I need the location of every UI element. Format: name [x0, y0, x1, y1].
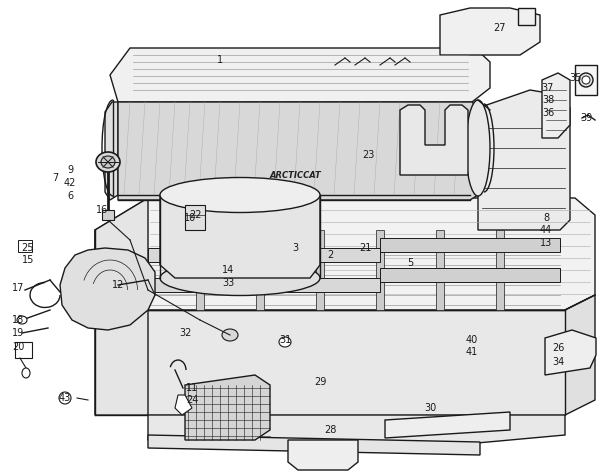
Polygon shape	[376, 230, 384, 310]
Polygon shape	[496, 230, 504, 310]
Polygon shape	[440, 8, 540, 55]
Text: 13: 13	[540, 238, 552, 248]
Polygon shape	[95, 198, 148, 415]
Text: 41: 41	[466, 347, 478, 357]
Polygon shape	[288, 440, 358, 470]
Polygon shape	[542, 73, 570, 138]
Polygon shape	[565, 295, 595, 415]
Ellipse shape	[17, 316, 27, 324]
Ellipse shape	[279, 337, 291, 347]
Text: 6: 6	[67, 191, 73, 201]
Text: 2: 2	[327, 250, 333, 260]
Text: 16: 16	[96, 205, 108, 215]
Polygon shape	[400, 105, 468, 175]
Text: 15: 15	[22, 255, 34, 265]
Text: 3: 3	[292, 243, 298, 253]
Polygon shape	[160, 195, 320, 278]
Ellipse shape	[101, 156, 115, 168]
Text: 27: 27	[494, 23, 506, 33]
Text: 24: 24	[186, 395, 198, 405]
Ellipse shape	[579, 73, 593, 87]
Text: 8: 8	[543, 213, 549, 223]
Text: 30: 30	[424, 403, 436, 413]
Text: 10: 10	[184, 213, 196, 223]
Polygon shape	[185, 375, 270, 440]
Text: 20: 20	[12, 342, 24, 352]
Text: 12: 12	[112, 280, 124, 290]
Text: 43: 43	[59, 393, 71, 403]
Polygon shape	[175, 395, 192, 415]
Text: 5: 5	[407, 258, 413, 268]
Polygon shape	[102, 210, 114, 220]
Polygon shape	[110, 48, 490, 102]
Text: 26: 26	[552, 343, 564, 353]
Ellipse shape	[160, 260, 320, 295]
Text: 33: 33	[222, 278, 234, 288]
Polygon shape	[95, 198, 595, 310]
Ellipse shape	[222, 329, 238, 341]
Text: 35: 35	[570, 73, 582, 83]
Polygon shape	[196, 230, 204, 310]
Ellipse shape	[466, 100, 490, 196]
Polygon shape	[148, 248, 380, 262]
Polygon shape	[380, 238, 560, 252]
Polygon shape	[575, 65, 597, 95]
Text: 34: 34	[552, 357, 564, 367]
Text: 36: 36	[542, 108, 554, 118]
Text: 19: 19	[12, 328, 24, 338]
Text: 28: 28	[324, 425, 336, 435]
Polygon shape	[148, 415, 565, 450]
Text: 25: 25	[22, 243, 34, 253]
Polygon shape	[316, 230, 324, 310]
Polygon shape	[105, 102, 118, 200]
Text: 37: 37	[542, 83, 554, 93]
Polygon shape	[185, 205, 205, 230]
Polygon shape	[518, 8, 535, 25]
Ellipse shape	[160, 178, 320, 212]
Text: 14: 14	[222, 265, 234, 275]
Polygon shape	[436, 230, 444, 310]
Text: 31: 31	[279, 335, 291, 345]
Text: ARCTICCAT: ARCTICCAT	[269, 171, 321, 180]
Text: 18: 18	[12, 315, 24, 325]
Text: 17: 17	[12, 283, 24, 293]
Polygon shape	[256, 230, 264, 310]
Polygon shape	[545, 330, 596, 375]
Polygon shape	[385, 412, 510, 438]
Text: 7: 7	[52, 173, 58, 183]
Polygon shape	[148, 278, 380, 292]
Polygon shape	[478, 90, 570, 230]
Text: 22: 22	[189, 210, 201, 220]
Polygon shape	[60, 248, 155, 330]
Text: 40: 40	[466, 335, 478, 345]
Polygon shape	[380, 268, 560, 282]
Text: 32: 32	[179, 328, 191, 338]
Ellipse shape	[59, 392, 71, 404]
Ellipse shape	[22, 368, 30, 378]
Text: 1: 1	[217, 55, 223, 65]
Polygon shape	[95, 310, 565, 415]
Text: 21: 21	[359, 243, 371, 253]
Text: 39: 39	[580, 113, 592, 123]
Text: 44: 44	[540, 225, 552, 235]
Text: 38: 38	[542, 95, 554, 105]
Polygon shape	[18, 240, 32, 252]
Text: 29: 29	[314, 377, 326, 387]
Ellipse shape	[582, 76, 590, 84]
Text: 42: 42	[64, 178, 76, 188]
Text: 9: 9	[67, 165, 73, 175]
Text: 23: 23	[362, 150, 374, 160]
Polygon shape	[118, 102, 478, 200]
Polygon shape	[148, 435, 480, 455]
Text: 11: 11	[186, 383, 198, 393]
Ellipse shape	[96, 152, 120, 172]
Polygon shape	[15, 342, 32, 358]
